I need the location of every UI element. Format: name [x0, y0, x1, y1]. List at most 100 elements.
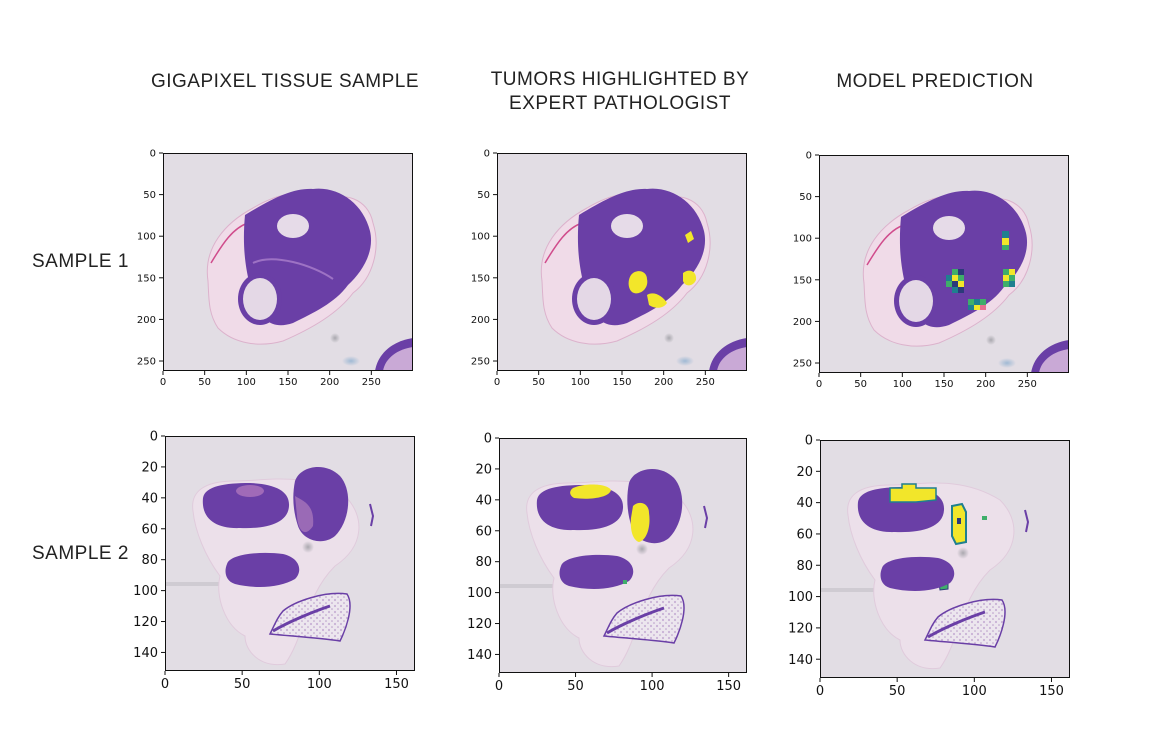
column-title-line: TUMORS HIGHLIGHTED BY [490, 69, 750, 90]
x-tick-label: 50 [854, 379, 867, 390]
y-tick-label: 60 [475, 524, 492, 539]
x-tick-label: 250 [362, 377, 381, 388]
tissue-image [165, 436, 415, 671]
tumor-region [647, 293, 667, 308]
tumor-region [628, 271, 648, 294]
y-tick-label: 80 [796, 559, 813, 574]
x-tick-label: 50 [198, 377, 211, 388]
x-tick-label: 150 [278, 377, 297, 388]
y-tick-label: 120 [467, 617, 492, 632]
y-tick-label: 0 [484, 432, 492, 447]
y-tick-label: 0 [806, 151, 812, 162]
y-tick-label: 0 [150, 149, 156, 160]
x-tick-label: 150 [1039, 684, 1064, 699]
y-tick-label: 150 [137, 273, 156, 284]
panel-sample1-model: 0 50 100 150 200 250 0 50 100 150 200 250 [793, 151, 1069, 391]
axes-frame [497, 153, 747, 371]
y-tick-label: 120 [788, 621, 813, 636]
prediction-heatmap [889, 483, 987, 591]
x-tick-label: 250 [696, 377, 715, 388]
y-tick-label: 140 [133, 646, 158, 661]
y-tick-label: 20 [141, 460, 158, 475]
axes-frame [163, 153, 413, 371]
y-tick-label: 40 [475, 493, 492, 508]
axes-frame [499, 438, 747, 673]
x-tick-label: 100 [640, 679, 665, 694]
row-label-sample-2: SAMPLE 2 [32, 543, 129, 564]
y-tick-label: 250 [137, 357, 156, 368]
x-tick-label: 50 [532, 377, 545, 388]
tissue-image-prediction [819, 155, 1069, 373]
axes-ticks: 0 50 100 150 200 250 0 50 100 150 200 250 [471, 149, 715, 389]
x-tick-label: 0 [494, 377, 500, 388]
y-tick-label: 80 [141, 553, 158, 568]
y-tick-label: 100 [137, 232, 156, 243]
y-tick-label: 50 [477, 190, 490, 201]
x-tick-label: 0 [161, 677, 169, 692]
y-tick-label: 140 [788, 653, 813, 668]
x-tick-label: 150 [612, 377, 631, 388]
column-title-line: MODEL PREDICTION [836, 71, 1034, 92]
y-tick-label: 60 [141, 522, 158, 537]
y-tick-label: 120 [133, 615, 158, 630]
prediction-heatmap [946, 231, 1015, 310]
y-tick-label: 80 [475, 555, 492, 570]
y-tick-label: 200 [137, 315, 156, 326]
x-tick-label: 100 [307, 677, 332, 692]
column-title-line: EXPERT PATHOLOGIST [509, 93, 731, 114]
x-tick-label: 250 [1018, 379, 1037, 390]
y-tick-label: 250 [793, 359, 812, 370]
tissue-image-highlighted [497, 153, 747, 371]
y-tick-label: 0 [150, 430, 158, 445]
y-tick-label: 150 [471, 273, 490, 284]
axes-ticks: 0 50 100 150 0 20 40 60 80 100 120 140 [467, 432, 741, 694]
y-tick-label: 250 [471, 357, 490, 368]
column-title-model-prediction: MODEL PREDICTION [790, 70, 1080, 94]
x-tick-label: 150 [384, 677, 409, 692]
tumor-region [683, 270, 697, 286]
panel-sample1-pathologist: 0 50 100 150 200 250 0 50 100 150 200 250 [471, 149, 747, 389]
x-tick-label: 150 [934, 379, 953, 390]
x-tick-label: 0 [816, 379, 822, 390]
y-tick-label: 100 [467, 586, 492, 601]
column-title-pathologist: TUMORS HIGHLIGHTED BY EXPERT PATHOLOGIST [470, 68, 770, 116]
axes-ticks: 0 50 100 150 200 250 0 50 100 150 200 250 [137, 149, 381, 389]
panel-sample2-pathologist: 0 50 100 150 0 20 40 60 80 100 120 140 [467, 432, 747, 694]
y-tick-label: 100 [788, 590, 813, 605]
axes-ticks: 0 50 100 150 0 20 40 60 80 100 120 140 [133, 430, 409, 692]
y-tick-label: 0 [805, 434, 813, 449]
y-tick-label: 60 [796, 527, 813, 542]
axes-frame [165, 436, 415, 671]
y-tick-label: 150 [793, 275, 812, 286]
tumor-region [685, 231, 694, 243]
y-tick-label: 200 [793, 317, 812, 328]
x-tick-label: 0 [160, 377, 166, 388]
x-tick-label: 50 [889, 684, 906, 699]
x-tick-label: 100 [893, 379, 912, 390]
x-tick-label: 100 [962, 684, 987, 699]
axes-frame [820, 440, 1070, 678]
tumor-region [570, 484, 611, 499]
tumor-region [630, 502, 650, 542]
x-tick-label: 0 [816, 684, 824, 699]
y-tick-label: 50 [143, 190, 156, 201]
y-tick-label: 200 [471, 315, 490, 326]
y-tick-label: 20 [475, 462, 492, 477]
tissue-image [163, 153, 413, 371]
axes-frame [819, 155, 1069, 373]
x-tick-label: 100 [571, 377, 590, 388]
axes-ticks: 0 50 100 150 200 250 0 50 100 150 200 250 [793, 151, 1037, 391]
y-tick-label: 40 [796, 496, 813, 511]
y-tick-label: 100 [471, 232, 490, 243]
x-tick-label: 200 [654, 377, 673, 388]
y-tick-label: 50 [799, 192, 812, 203]
y-tick-label: 100 [793, 234, 812, 245]
x-tick-label: 50 [567, 679, 584, 694]
column-title-tissue-sample: GIGAPIXEL TISSUE SAMPLE [140, 70, 430, 94]
panel-sample2-tissue: 0 50 100 150 0 20 40 60 80 100 120 140 [133, 430, 415, 692]
x-tick-label: 50 [234, 677, 251, 692]
y-tick-label: 40 [141, 491, 158, 506]
x-tick-label: 0 [495, 679, 503, 694]
panel-sample1-tissue: 0 50 100 150 200 250 0 50 100 150 200 250 [137, 149, 413, 389]
column-title-line: GIGAPIXEL TISSUE SAMPLE [150, 71, 420, 92]
